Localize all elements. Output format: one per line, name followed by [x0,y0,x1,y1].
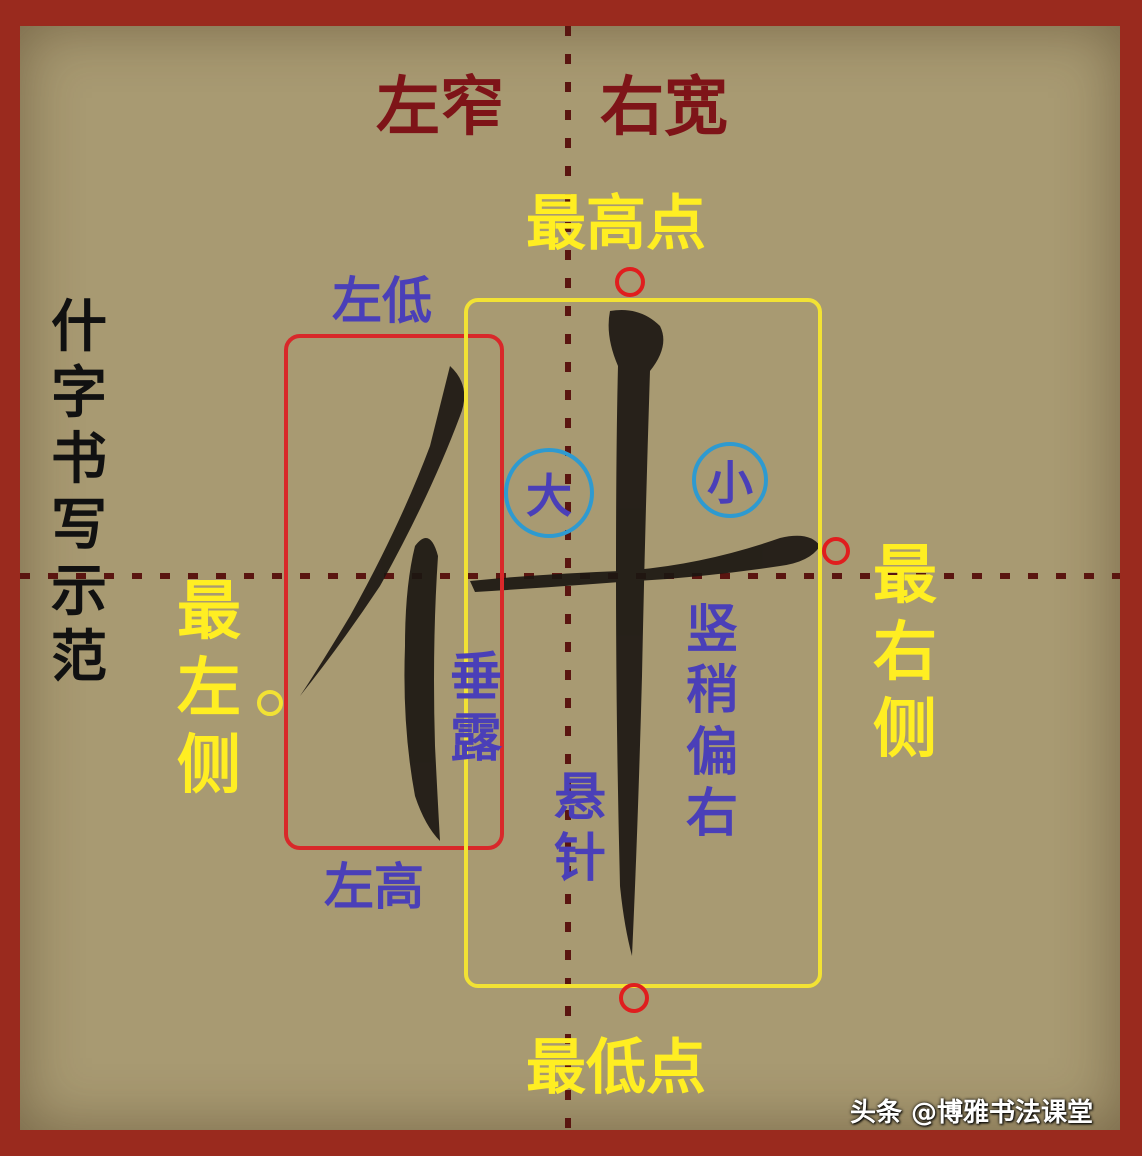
left-high-label: 左高 [324,862,424,912]
rightmost-label: 最右侧 [870,538,940,768]
left-low-label: 左低 [332,276,432,326]
left-narrow-label: 左窄 [376,76,504,140]
lowest-point-label: 最低点 [526,1038,706,1098]
horizontal-stroke [470,536,820,592]
right-wide-label: 右宽 [600,76,728,140]
lowest-point-marker [621,985,647,1011]
chuilu-stroke-label: 垂露 [446,648,506,771]
big-circle-label: 大 [504,448,594,538]
vertical-offset-note: 竖稍偏右 [682,600,742,845]
side-title: 什字书写示范 [44,294,114,690]
rightmost-point-marker [824,539,848,563]
practice-paper: 左窄 右宽 最高点 最低点 最左侧 最右侧 左低 左高 垂露 悬针 竖稍偏右 大… [20,26,1120,1130]
highest-point-marker [617,269,643,295]
small-circle-label: 小 [692,442,768,518]
center-vertical-stroke [609,310,664,956]
left-pie-stroke [300,366,464,696]
highest-point-label: 最高点 [526,194,706,254]
left-part-box [286,336,502,848]
leftmost-label: 最左侧 [174,574,244,804]
left-vertical-stroke [404,538,440,841]
watermark: 头条 @博雅书法课堂 [850,1100,1093,1126]
leftmost-point-marker [259,692,281,714]
xuanzhen-stroke-label: 悬针 [550,768,610,891]
